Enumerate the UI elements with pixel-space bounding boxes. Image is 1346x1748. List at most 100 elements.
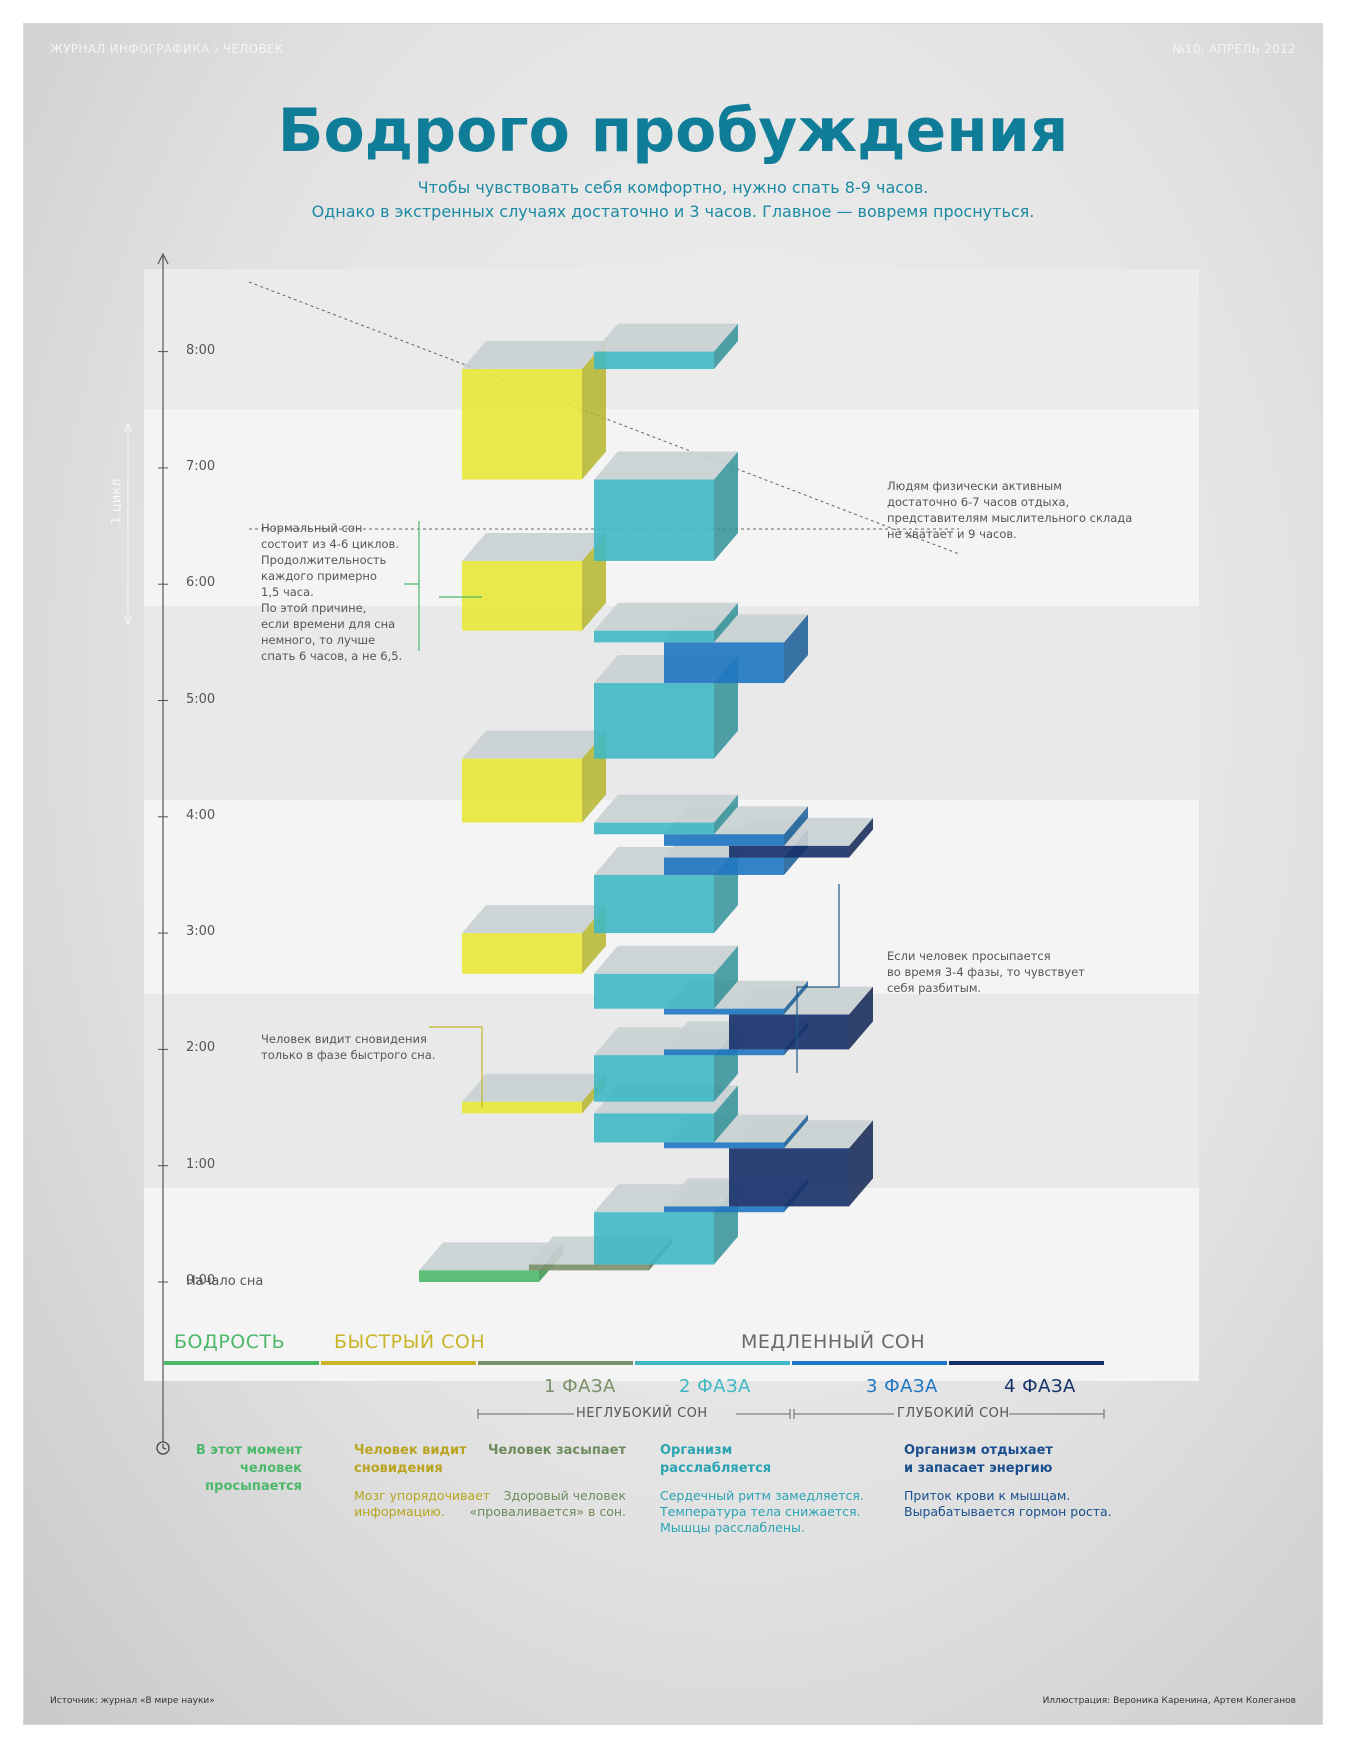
note-dreams: Человек видит сновидения только в фазе б…: [261, 1031, 435, 1063]
legend-slow: МЕДЛЕННЫЙ СОН: [741, 1331, 926, 1353]
step-side-face: [784, 1114, 808, 1149]
desc-line: Здоровый человек: [503, 1488, 626, 1503]
step-front-face: [664, 642, 784, 684]
step-front-face: [729, 1148, 849, 1207]
desc-line: и запасает энергию: [904, 1461, 1053, 1476]
step-top-face: [462, 532, 606, 561]
step-side-face: [714, 602, 738, 643]
desc-line: Человек видит: [354, 1443, 467, 1458]
note-line: По этой причине,: [261, 601, 367, 615]
step-side-face: [582, 341, 606, 480]
step-front-face: [664, 1142, 784, 1149]
credits-note: Иллюстрация: Вероника Каренина, Артем Ко…: [1042, 1696, 1296, 1706]
desc-deep-body: Приток крови к мышцам. Вырабатывается го…: [904, 1488, 1112, 1520]
step-front-face: [594, 351, 714, 370]
step-side-face: [849, 986, 873, 1050]
desc-line: человек просыпается: [205, 1461, 302, 1494]
step-side-face: [714, 451, 738, 561]
legend-bar-p4: [949, 1361, 1104, 1365]
hypnogram-step-p2: [594, 945, 738, 1009]
step-side-face: [849, 817, 873, 858]
desc-line: Мышцы расслаблены.: [660, 1520, 805, 1535]
step-side-face: [714, 1085, 738, 1143]
note-line: Человек видит сновидения: [261, 1032, 427, 1046]
note-line: не хватает и 9 часов.: [887, 527, 1017, 541]
axis-tick-label: 3:00: [186, 924, 216, 940]
step-side-face: [784, 806, 808, 846]
desc-rem-body: Мозг упорядочивает информацию.: [354, 1488, 490, 1520]
axis-ticks: [158, 351, 168, 1283]
hypnogram-step-p4: [729, 986, 873, 1050]
sleep-hypnogram: [123, 252, 1199, 1455]
deep-sleep-bracket: [793, 1409, 1105, 1419]
light-sleep-bracket: [477, 1409, 791, 1419]
note-line: Людям физически активным: [887, 479, 1062, 493]
phase-2: 2 ФАЗА: [679, 1376, 751, 1397]
legend-bar-p1: [478, 1361, 633, 1365]
desc-line: Мозг упорядочивает: [354, 1488, 491, 1503]
step-top-face: [594, 602, 738, 631]
note-line: Нормальный сон: [261, 521, 363, 535]
note-line: спать 6 часов, а не 6,5.: [261, 649, 403, 663]
magazine-rubric: ЖУРНАЛ ИНФОГРАФИКА › ЧЕЛОВЕК: [50, 42, 284, 56]
note-line: Продолжительность: [261, 553, 387, 567]
cycles-bracket: [404, 521, 420, 651]
note-line: если времени для сна: [261, 617, 396, 631]
axis-tick-label: 7:00: [186, 458, 216, 474]
desc-line: «проваливается» в сон.: [469, 1504, 626, 1519]
step-front-face: [664, 834, 784, 846]
cycle-arrow-heads: [123, 422, 133, 626]
hypnogram-step-p2: [594, 602, 738, 643]
hypnogram-step-rem: [462, 905, 606, 974]
legend-bar-p2: [635, 1361, 790, 1365]
cycle-label: 1 цикл: [109, 478, 125, 525]
step-front-face: [594, 973, 714, 1009]
step-top-face: [594, 323, 738, 352]
desc-line: Организм: [660, 1443, 733, 1458]
axis-tick-label: 1:00: [186, 1156, 216, 1172]
step-front-face: [462, 1101, 582, 1114]
page-title: Бодрого пробуждения: [277, 96, 1069, 166]
step-front-face: [594, 630, 714, 643]
desc-p1-body: Здоровый человек «проваливается» в сон.: [444, 1488, 626, 1520]
phase-1: 1 ФАЗА: [544, 1376, 616, 1397]
source-note: Источник: журнал «В мире науки»: [50, 1696, 215, 1706]
deep-sleep-label: ГЛУБОКИЙ СОН: [897, 1406, 1010, 1421]
subtitle-line-1: Чтобы чувствовать себя комфортно, нужно …: [417, 178, 929, 197]
desc-line: расслабляется: [660, 1461, 772, 1476]
step-front-face: [462, 933, 582, 974]
step-front-face: [462, 369, 582, 480]
note-line: представителям мыслительного склада: [887, 511, 1133, 525]
deep-wake-callout: [796, 884, 840, 1073]
note-line: во время 3-4 фазы, то чувствует: [887, 965, 1085, 979]
desc-p2-body: Сердечный ритм замедляется. Температура …: [660, 1488, 864, 1536]
legend-bar-wake: [164, 1361, 319, 1365]
light-sleep-label: НЕГЛУБОКИЙ СОН: [576, 1406, 708, 1421]
issue-date: №10, АПРЕЛЬ 2012: [1172, 42, 1296, 56]
desc-line: В этот момент: [195, 1443, 302, 1458]
step-side-face: [784, 980, 808, 1015]
hypnogram-step-p2: [594, 794, 738, 835]
axis-tick-label: 8:00: [186, 342, 216, 358]
phase-4: 4 ФАЗА: [1004, 1376, 1076, 1397]
note-line: каждого примерно: [261, 569, 377, 583]
hypnogram-step-rem: [462, 341, 606, 480]
axis-tick-label: 6:00: [186, 575, 216, 591]
step-top-face: [594, 451, 738, 480]
poster: ЖУРНАЛ ИНФОГРАФИКА › ЧЕЛОВЕК №10, АПРЕЛЬ…: [24, 24, 1322, 1724]
step-side-face: [784, 614, 808, 684]
step-front-face: [664, 857, 784, 875]
step-front-face: [462, 758, 582, 823]
note-line: состоит из 4-6 циклов.: [261, 537, 399, 551]
desc-p1-head: Человек засыпает: [484, 1442, 626, 1460]
step-top-face: [419, 1242, 563, 1271]
step-front-face: [664, 1008, 784, 1015]
hypnogram-step-rem: [462, 730, 606, 823]
desc-wake-head: В этот момент человек просыпается: [154, 1442, 302, 1496]
step-side-face: [714, 323, 738, 370]
hypnogram-step-rem: [462, 532, 606, 631]
desc-line: Сердечный ритм замедляется.: [660, 1488, 864, 1503]
note-cycles: Нормальный сон состоит из 4-6 циклов. Пр…: [261, 520, 399, 600]
legend-bar-p3: [792, 1361, 947, 1365]
step-front-face: [594, 479, 714, 561]
